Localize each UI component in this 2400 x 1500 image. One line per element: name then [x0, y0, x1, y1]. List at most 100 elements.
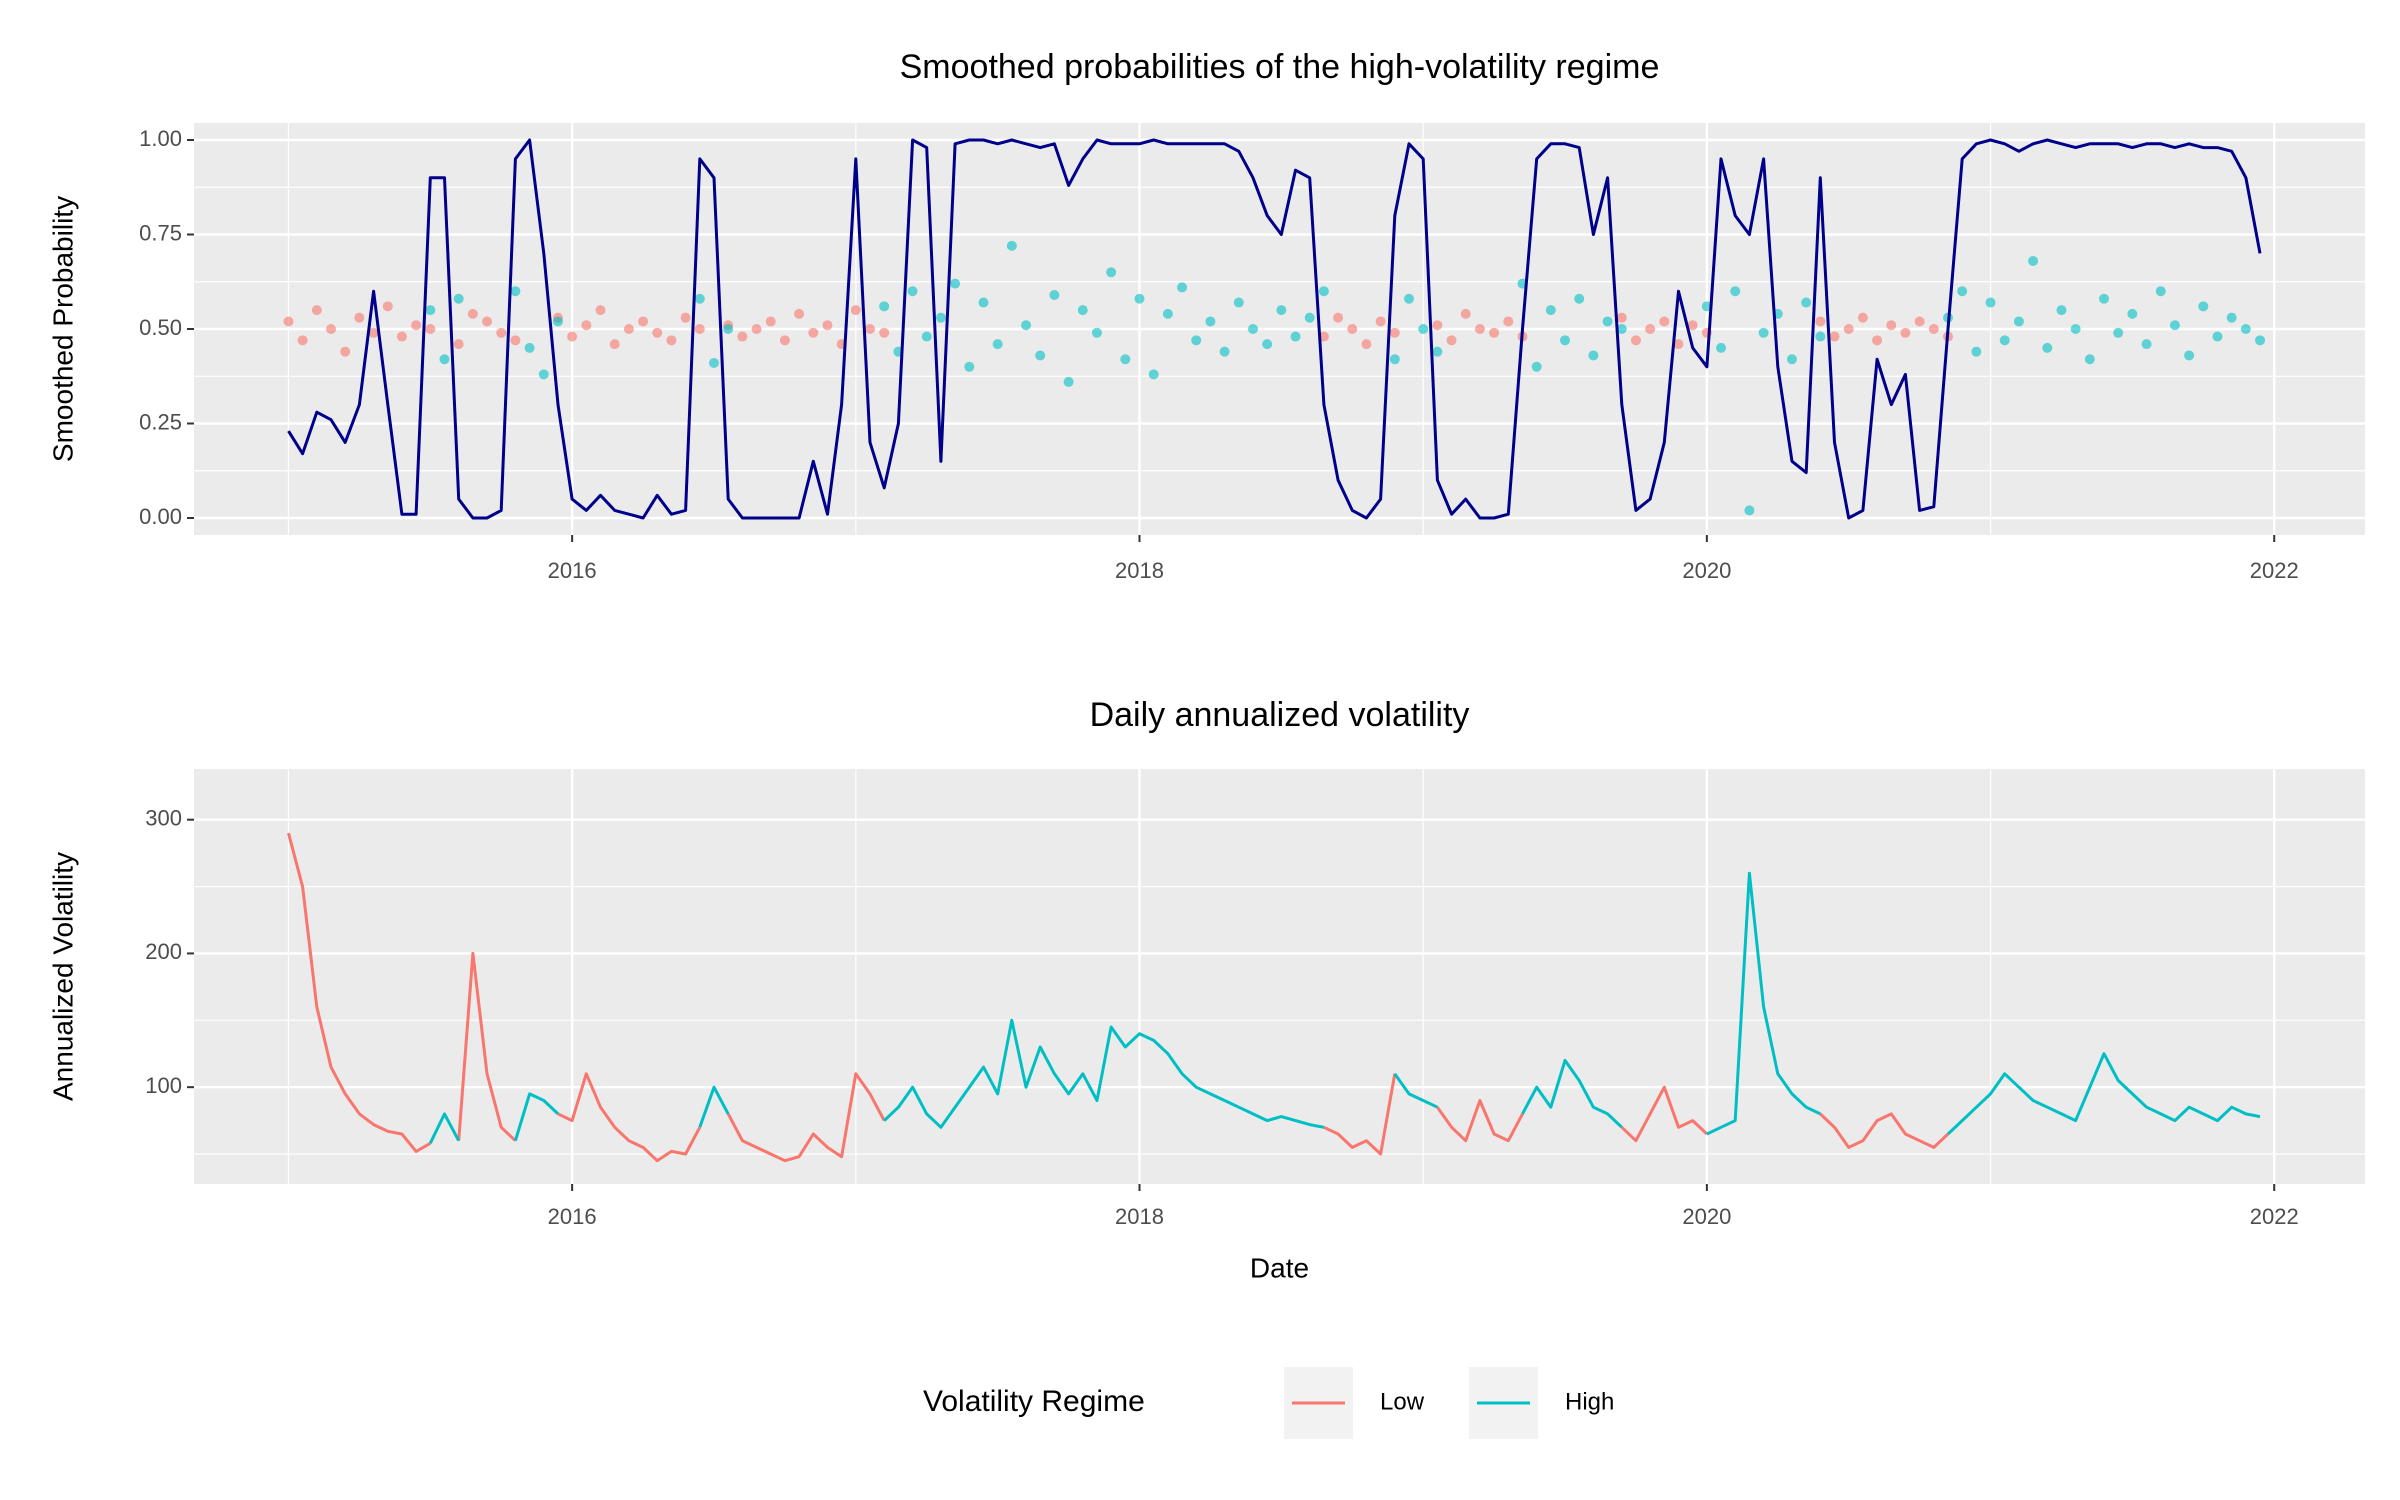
y-tick-label: 200 [145, 939, 182, 964]
point [1049, 289, 1060, 300]
point [666, 335, 677, 346]
point [1489, 327, 1500, 338]
point [978, 297, 989, 308]
point [581, 320, 592, 331]
point [623, 324, 634, 334]
point [2255, 335, 2266, 346]
x-tick-label: 2018 [1115, 1204, 1164, 1229]
point [779, 335, 790, 346]
point [1857, 312, 1868, 323]
point [368, 327, 379, 338]
legend-label: High [1565, 1388, 1614, 1415]
point [552, 316, 563, 327]
series-line [287, 832, 1950, 1163]
point [510, 286, 521, 297]
point [2184, 350, 2195, 361]
point [1588, 350, 1599, 361]
point [907, 286, 918, 297]
y-tick-label: 0.50 [139, 315, 182, 340]
point [396, 331, 407, 342]
point [680, 312, 691, 323]
point [1290, 331, 1301, 342]
point [453, 339, 464, 350]
legend-title: Volatility Regime [923, 1385, 1145, 1418]
point [1673, 339, 1684, 350]
point [1276, 305, 1287, 316]
point [2127, 308, 2138, 319]
point [694, 324, 705, 334]
point [1985, 297, 1996, 308]
y-axis-title: Annualized Volatility [47, 852, 78, 1101]
point [1091, 327, 1102, 338]
point [1021, 320, 1032, 331]
y-tick-label: 1.00 [139, 126, 182, 151]
x-tick-label: 2020 [1682, 1204, 1731, 1229]
point [1106, 267, 1117, 278]
point [879, 301, 890, 312]
point [1389, 354, 1400, 365]
point [1872, 335, 1883, 346]
point [467, 308, 478, 319]
point [425, 305, 436, 316]
point [1347, 324, 1358, 334]
x-tick-label: 2022 [2250, 1204, 2299, 1229]
point [1375, 316, 1386, 327]
point [311, 305, 322, 316]
point [2169, 320, 2180, 331]
point [1120, 354, 1131, 365]
point [2155, 286, 2166, 297]
point [1602, 316, 1613, 327]
point [1758, 327, 1769, 338]
point [1205, 316, 1216, 327]
point [992, 339, 1003, 350]
point [638, 316, 649, 327]
point [595, 305, 606, 316]
x-tick-label: 2020 [1682, 558, 1731, 583]
point [1262, 339, 1273, 350]
point [1744, 505, 1755, 516]
point [708, 358, 719, 369]
point [411, 320, 422, 331]
point [1957, 286, 1968, 297]
y-tick-label: 0.00 [139, 504, 182, 529]
point [2042, 342, 2053, 353]
y-tick-label: 300 [145, 806, 182, 831]
point [737, 331, 748, 342]
point [2141, 339, 2152, 350]
point [1219, 346, 1230, 357]
point [1361, 339, 1372, 350]
point [1318, 331, 1329, 342]
point [2212, 331, 2223, 342]
x-tick-label: 2016 [548, 558, 597, 583]
point [2099, 293, 2110, 304]
point [1659, 316, 1670, 327]
point [751, 324, 762, 334]
series-line [287, 138, 2262, 520]
point [1801, 297, 1812, 308]
point [496, 327, 507, 338]
point [1687, 320, 1698, 331]
x-tick-label: 2016 [548, 1204, 597, 1229]
point [524, 342, 535, 353]
point [1418, 324, 1429, 334]
point [1730, 286, 1741, 297]
point [1389, 327, 1400, 338]
point [1162, 308, 1173, 319]
point [1914, 316, 1925, 327]
point [765, 316, 776, 327]
point [1999, 335, 2010, 346]
point [1716, 342, 1727, 353]
x-axis-title: Date [1250, 1252, 1309, 1283]
point [850, 305, 861, 316]
point [2240, 324, 2251, 334]
point [382, 301, 393, 312]
point [808, 327, 819, 338]
point [935, 312, 946, 323]
point [2113, 327, 2124, 338]
point [1574, 293, 1585, 304]
series-line [428, 871, 2261, 1144]
point [1630, 335, 1641, 346]
x-tick-label: 2018 [1115, 558, 1164, 583]
point [723, 324, 734, 334]
